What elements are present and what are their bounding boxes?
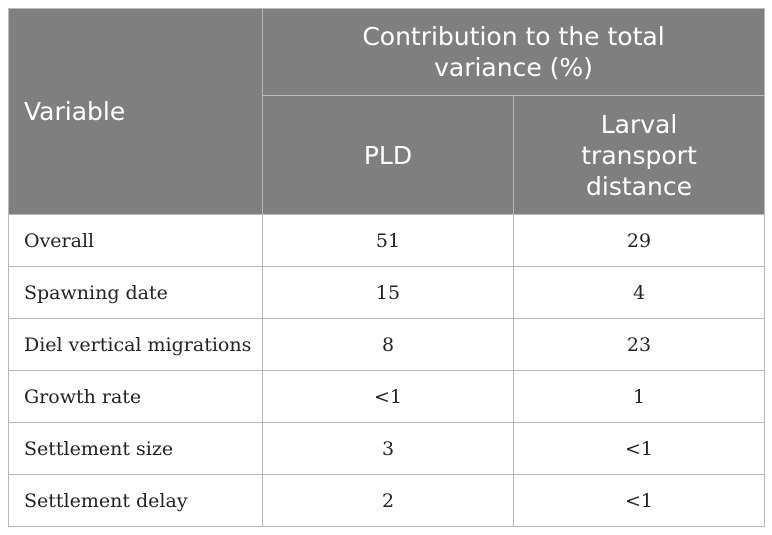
- pld-cell: 51: [262, 214, 514, 267]
- variable-cell: Overall: [8, 214, 263, 267]
- variable-cell: Settlement size: [8, 422, 263, 475]
- header-row-top: Variable Contribution to the total varia…: [8, 8, 765, 215]
- table-row: Diel vertical migrations 8 23: [8, 318, 765, 371]
- column-header-transport-label: Larval transport distance: [581, 109, 697, 201]
- variance-contribution-table: Variable Contribution to the total varia…: [8, 8, 765, 527]
- column-header-variable: Variable: [8, 8, 263, 215]
- pld-cell: 8: [262, 318, 514, 371]
- table-row: Spawning date 15 4: [8, 266, 765, 319]
- column-header-transport: Larval transport distance: [513, 95, 765, 215]
- table-row: Overall 51 29: [8, 214, 765, 267]
- variable-cell: Settlement delay: [8, 474, 263, 527]
- pld-cell: <1: [262, 370, 514, 423]
- variable-cell: Diel vertical migrations: [8, 318, 263, 371]
- table-row: Settlement delay 2 <1: [8, 474, 765, 527]
- table-row: Settlement size 3 <1: [8, 422, 765, 475]
- transport-cell: 29: [513, 214, 765, 267]
- variable-cell: Growth rate: [8, 370, 263, 423]
- variable-cell: Spawning date: [8, 266, 263, 319]
- table-row: Growth rate <1 1: [8, 370, 765, 423]
- header-row-sub: PLD Larval transport distance: [9, 95, 765, 215]
- transport-cell: 1: [513, 370, 765, 423]
- column-header-pld: PLD: [262, 95, 514, 215]
- pld-cell: 3: [262, 422, 514, 475]
- transport-cell: <1: [513, 474, 765, 527]
- transport-cell: <1: [513, 422, 765, 475]
- variance-table-container: Variable Contribution to the total varia…: [8, 8, 765, 527]
- table-header: Variable Contribution to the total varia…: [8, 8, 765, 215]
- transport-cell: 23: [513, 318, 765, 371]
- column-group-label: Contribution to the total variance (%): [362, 22, 665, 82]
- column-header-pld-label: PLD: [363, 140, 413, 170]
- pld-cell: 2: [262, 474, 514, 527]
- table-body: Overall 51 29 Spawning date 15 4 Diel ve…: [8, 214, 765, 527]
- pld-cell: 15: [262, 266, 514, 319]
- column-group-header: Contribution to the total variance (%): [262, 8, 765, 96]
- transport-cell: 4: [513, 266, 765, 319]
